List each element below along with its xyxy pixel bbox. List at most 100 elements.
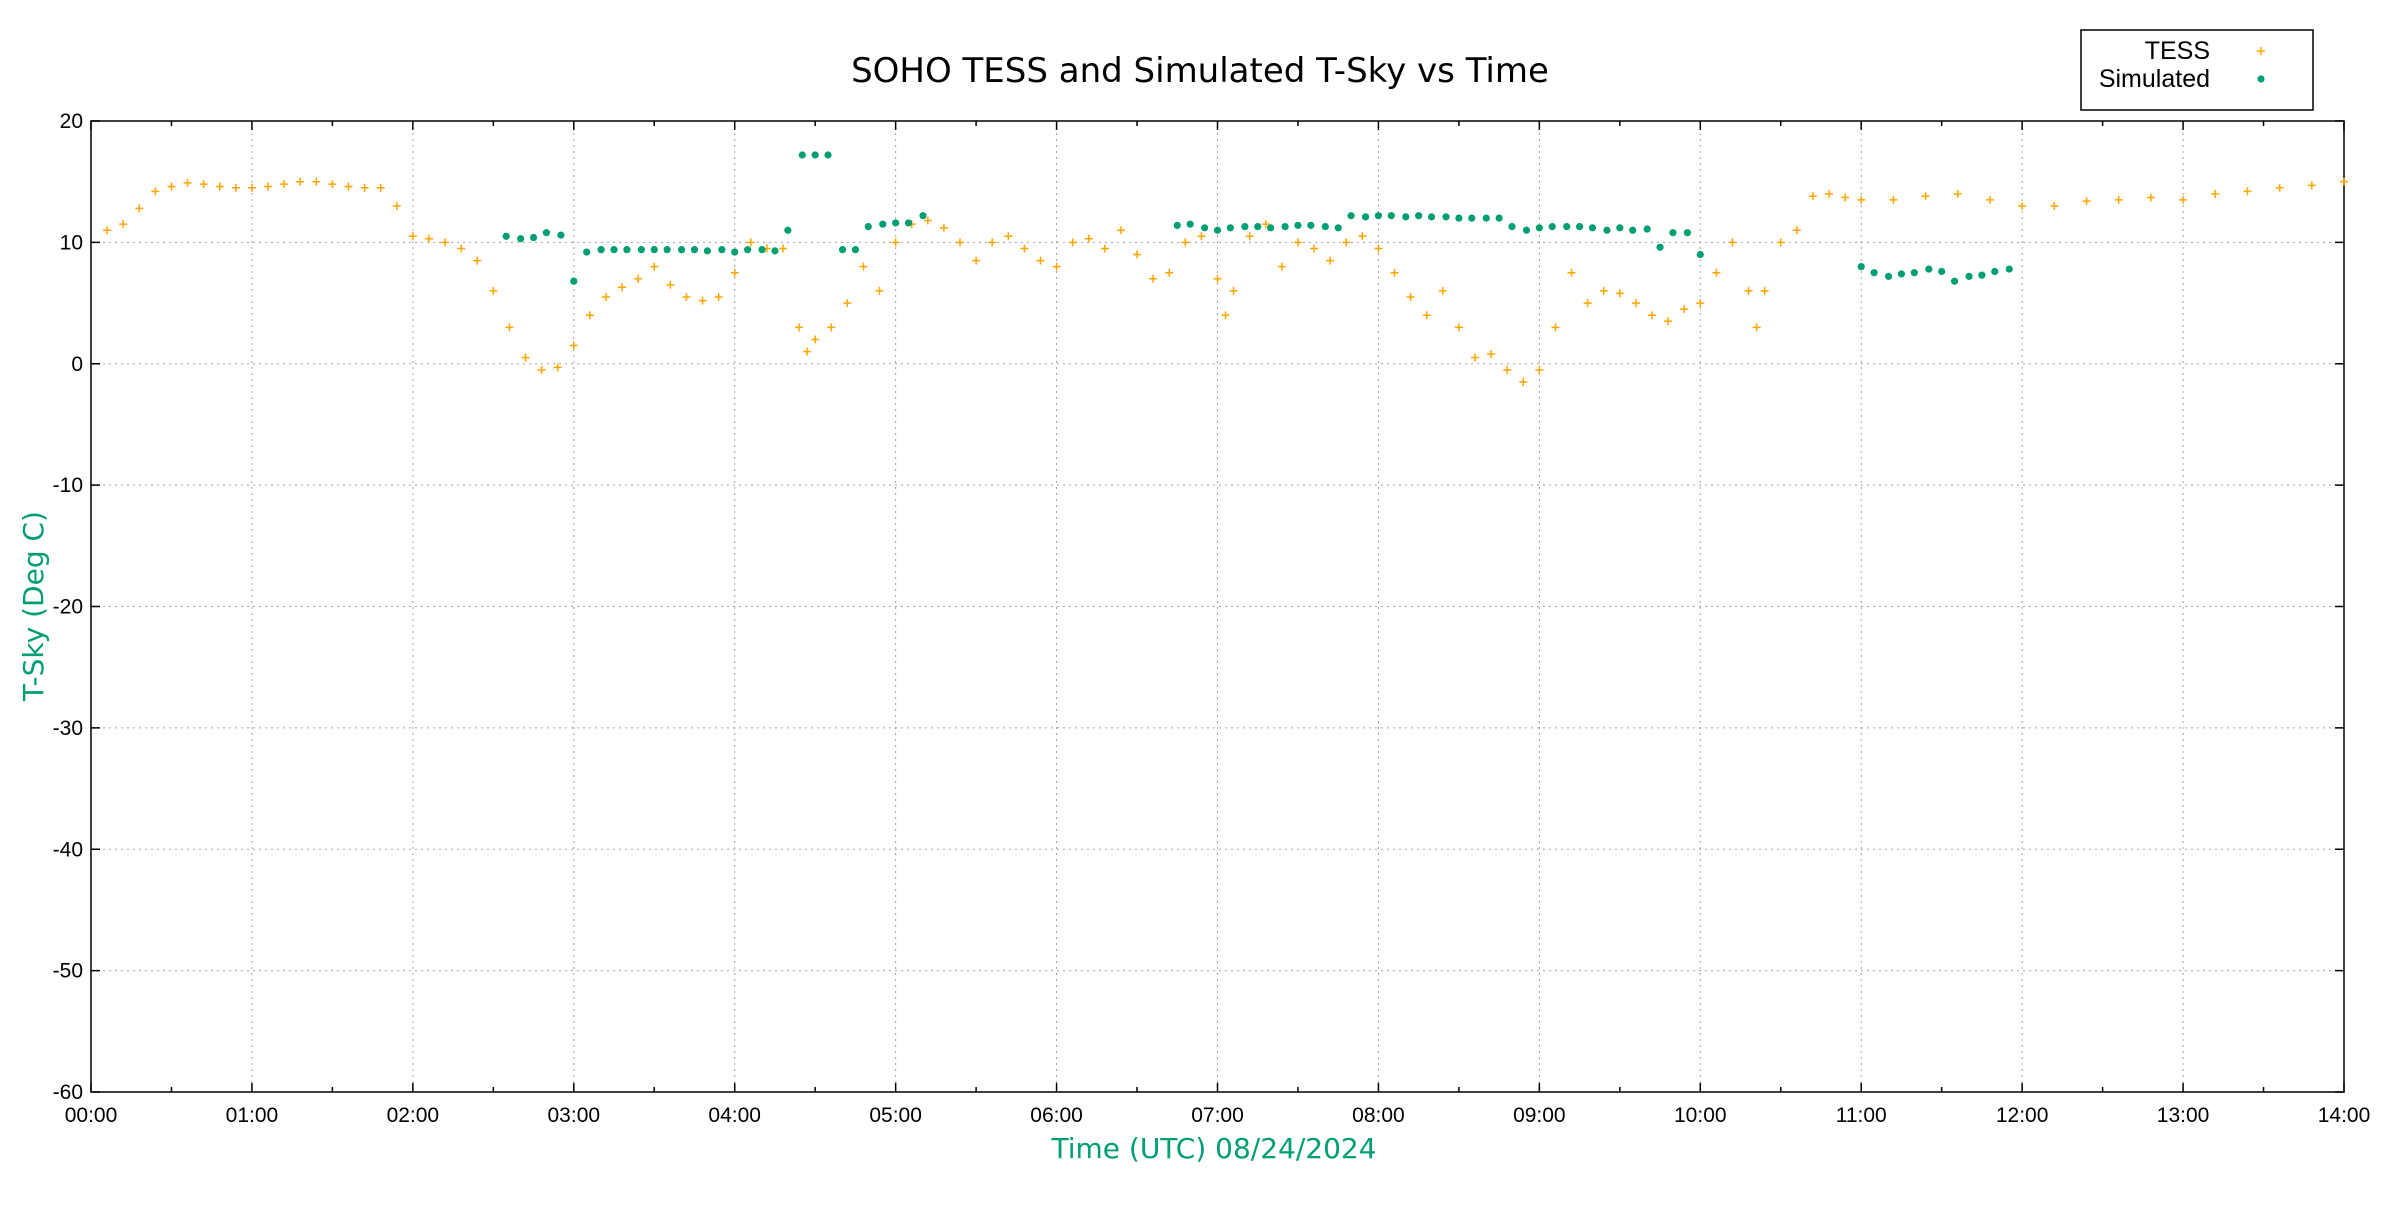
tess-point xyxy=(811,335,820,344)
y-tick-label: -20 xyxy=(53,596,83,619)
tess-point xyxy=(1696,299,1705,308)
tess-point xyxy=(2243,187,2252,196)
simulated-point xyxy=(798,151,806,159)
tess-point xyxy=(1792,226,1801,235)
y-tick-label: -30 xyxy=(53,717,83,740)
tess-point xyxy=(151,187,160,196)
tess-point xyxy=(1326,256,1335,265)
tess-point xyxy=(1752,323,1761,332)
tess-point xyxy=(1889,195,1898,204)
legend-marker-simulated xyxy=(2257,75,2265,83)
tess-point xyxy=(1374,244,1383,253)
simulated-point xyxy=(1616,224,1624,232)
tess-point xyxy=(746,238,755,247)
x-tick-label: 03:00 xyxy=(548,1104,601,1127)
x-tick-label: 05:00 xyxy=(869,1104,922,1127)
simulated-point xyxy=(597,246,605,254)
y-tick-label: -40 xyxy=(53,838,83,861)
legend: TESS Simulated xyxy=(2080,29,2314,111)
simulated-point xyxy=(1427,213,1436,221)
x-tick-label: 08:00 xyxy=(1352,1104,1405,1127)
simulated-point xyxy=(1575,222,1584,231)
tess-point xyxy=(1213,274,1222,283)
tess-point xyxy=(2082,197,2091,206)
simulated-point xyxy=(1978,271,1986,279)
tess-point xyxy=(1599,286,1608,295)
tess-point xyxy=(280,180,289,189)
tess-point xyxy=(1197,232,1206,241)
simulated-point xyxy=(1186,220,1194,228)
tess-point xyxy=(1277,262,1286,271)
simulated-point xyxy=(1683,229,1692,237)
simulated-point xyxy=(1455,214,1463,222)
tess-point xyxy=(408,232,417,241)
legend-box xyxy=(2080,29,2314,111)
tess-point xyxy=(1680,305,1689,314)
tess-point xyxy=(891,238,900,247)
tess-point xyxy=(1583,299,1592,308)
x-tick-label: 12:00 xyxy=(1996,1104,2049,1127)
simulated-point xyxy=(1991,267,1999,276)
simulated-point xyxy=(517,235,525,243)
x-tick-label: 10:00 xyxy=(1674,1104,1727,1127)
simulated-point xyxy=(1334,224,1342,232)
simulated-point xyxy=(919,212,927,220)
tess-point xyxy=(247,183,256,192)
tess-point xyxy=(1535,365,1544,374)
x-tick-label: 11:00 xyxy=(1836,1104,1887,1127)
simulated-point xyxy=(758,246,766,254)
tess-point xyxy=(505,323,514,332)
tess-point xyxy=(2018,201,2027,210)
simulated-point xyxy=(851,246,860,254)
simulated-point xyxy=(731,248,739,256)
tess-point xyxy=(1744,286,1753,295)
simulated-point xyxy=(1226,224,1234,232)
simulated-point xyxy=(1468,214,1476,222)
tess-point xyxy=(457,244,466,253)
tess-point xyxy=(264,182,273,191)
simulated-point xyxy=(1508,222,1516,231)
simulated-point xyxy=(1495,214,1503,222)
x-tick-label: 14:00 xyxy=(2318,1104,2371,1127)
tess-point xyxy=(585,311,594,320)
tess-point xyxy=(521,353,530,362)
simulated-point xyxy=(1201,224,1209,232)
tess-point xyxy=(859,262,868,271)
tess-point xyxy=(1503,365,1512,374)
tess-point xyxy=(601,292,610,301)
simulated-point xyxy=(864,222,872,231)
simulated-point xyxy=(1669,229,1677,237)
simulated-point xyxy=(637,246,645,254)
simulated-point xyxy=(690,246,699,254)
tess-point xyxy=(875,286,884,295)
tess-point xyxy=(569,341,578,350)
tess-point xyxy=(2307,181,2316,190)
tess-point xyxy=(972,256,981,265)
y-axis-tick-labels: 20 10 0 -10 -20 -30 -40 -50 -60 xyxy=(53,110,83,1104)
tess-point xyxy=(424,234,433,243)
simulated-point xyxy=(1629,226,1637,234)
x-tick-label: 06:00 xyxy=(1030,1104,1083,1127)
tess-point xyxy=(1261,220,1270,229)
y-tick-label: -60 xyxy=(53,1081,83,1104)
simulated-point xyxy=(570,277,578,285)
simulated-point xyxy=(1696,250,1704,259)
x-tick-label: 02:00 xyxy=(387,1104,440,1127)
simulated-point xyxy=(1173,221,1181,229)
tess-point xyxy=(2211,189,2220,198)
simulated-point xyxy=(678,246,686,254)
tess-point xyxy=(167,182,176,191)
tess-point xyxy=(1728,238,1737,247)
tess-point xyxy=(666,280,675,289)
simulated-point xyxy=(1294,221,1302,229)
tess-point xyxy=(1100,244,1109,253)
series-simulated xyxy=(502,151,2013,285)
simulated-point xyxy=(1938,267,1946,276)
simulated-point xyxy=(610,246,618,254)
simulated-point xyxy=(904,219,913,227)
simulated-point xyxy=(1563,222,1571,231)
simulated-point xyxy=(623,246,631,254)
tess-point xyxy=(1776,238,1785,247)
simulated-point xyxy=(1522,226,1531,234)
tess-point xyxy=(2340,177,2348,186)
